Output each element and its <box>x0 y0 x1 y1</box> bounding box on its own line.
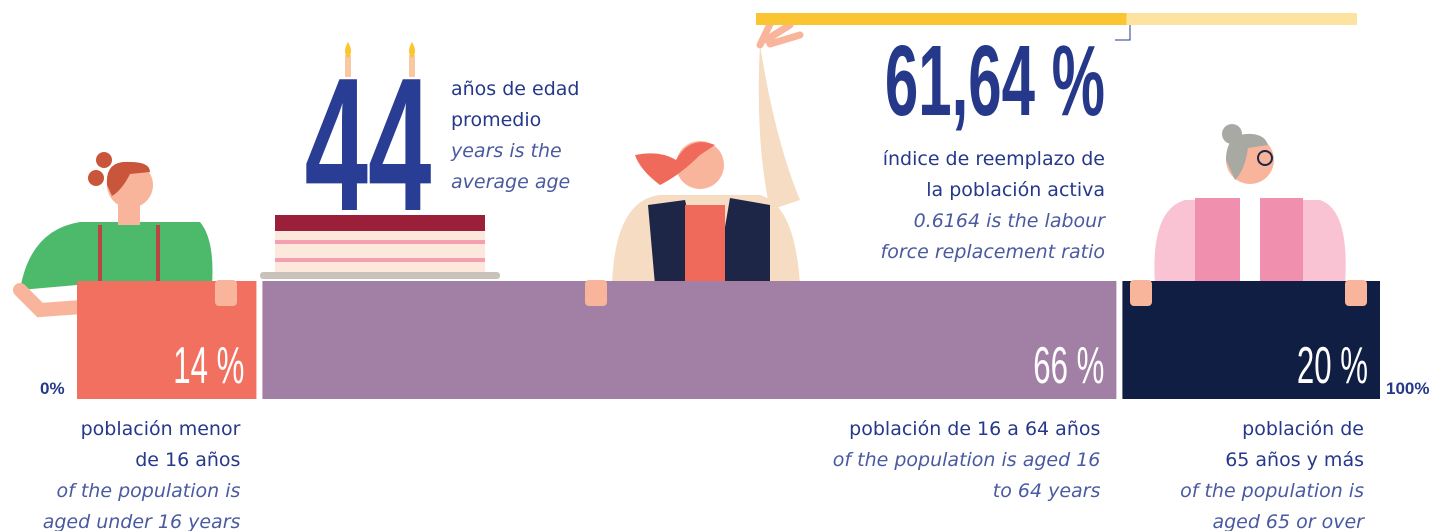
ratio-bar <box>756 13 1126 25</box>
age-value: 44 <box>305 39 432 251</box>
hand <box>585 280 607 306</box>
age-label-es: promedio <box>451 109 541 131</box>
segment-bar <box>262 281 1116 399</box>
illustration-adult <box>612 20 800 285</box>
ratio-label-en: 0.6164 is the labour <box>914 210 1107 232</box>
hand <box>215 280 237 306</box>
age-label-es: años de edad <box>451 78 580 100</box>
scale-end: 100% <box>1386 379 1429 398</box>
ratio-label-en: force replacement ratio <box>881 241 1105 263</box>
page: 61,64 % índice de reemplazo de la població… <box>0 0 1431 531</box>
segment-value: 14 % <box>173 337 244 395</box>
segment-label-es: de 16 años <box>135 449 240 471</box>
segment-label-es: población menor <box>81 418 241 440</box>
segment-label-en: of the population is <box>1180 480 1364 502</box>
corner-mark <box>1115 25 1130 40</box>
illustration-senior <box>1154 124 1345 285</box>
segment-label-en: aged under 16 years <box>43 511 241 531</box>
ratio-label-es: la población activa <box>926 179 1105 201</box>
infographic: 61,64 % índice de reemplazo de la població… <box>0 0 1431 531</box>
age-label-en: years is the <box>450 140 562 162</box>
segment-value: 20 % <box>1297 337 1368 395</box>
segment-value: 66 % <box>1033 337 1104 395</box>
hand <box>1345 280 1367 306</box>
ratio-label-es: índice de reemplazo de <box>883 148 1105 170</box>
age-label-en: average age <box>451 171 570 193</box>
ratio-value: 61,64 % <box>885 25 1105 137</box>
segment-label-es: población de <box>1242 418 1364 440</box>
segment-label-en: aged 65 or over <box>1212 511 1365 531</box>
segment-label-es: población de 16 a 64 años <box>849 418 1100 440</box>
scale-start: 0% <box>40 379 65 398</box>
segment-label-en: of the population is aged 16 <box>833 449 1101 471</box>
hand <box>1130 280 1152 306</box>
segment-label-en: to 64 years <box>993 480 1101 502</box>
segment-label-es: 65 años y más <box>1225 449 1364 471</box>
segment-label-en: of the population is <box>57 480 241 502</box>
